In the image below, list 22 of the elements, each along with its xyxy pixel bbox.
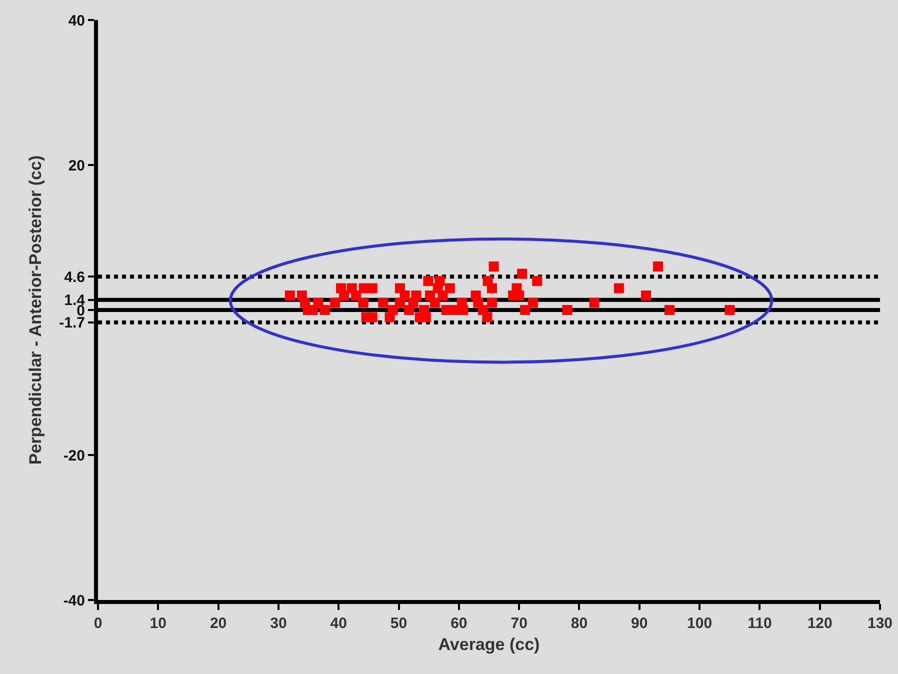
- y-tick-label: -20: [63, 447, 85, 464]
- x-tick-label: 110: [748, 615, 772, 632]
- x-tick-label: 70: [510, 615, 528, 632]
- y-tick-label: 20: [68, 157, 85, 174]
- x-tick-label: 60: [450, 615, 468, 632]
- x-tick-label: 50: [390, 615, 408, 632]
- x-tick-label: 20: [210, 615, 227, 632]
- x-tick-label: 10: [150, 615, 166, 632]
- x-tick-label: 130: [867, 615, 893, 632]
- x-axis-title: Average (cc): [438, 634, 540, 654]
- x-tick-label: 90: [631, 615, 648, 632]
- y-tick-label: 40: [68, 12, 85, 30]
- y-tick-label: -1.7: [59, 314, 85, 332]
- x-tick-label: 0: [94, 615, 102, 632]
- y-axis-title: Perpendicular - Anterior-Posterior (cc): [26, 155, 46, 465]
- x-tick-label: 30: [270, 615, 287, 632]
- y-tick-label: 4.6: [64, 268, 85, 286]
- x-tick-label: 40: [330, 615, 347, 632]
- x-tick-label: 80: [570, 615, 588, 632]
- x-tick-label: 120: [807, 615, 832, 632]
- x-tick-label: 100: [687, 615, 712, 632]
- y-tick-label: -40: [63, 592, 85, 610]
